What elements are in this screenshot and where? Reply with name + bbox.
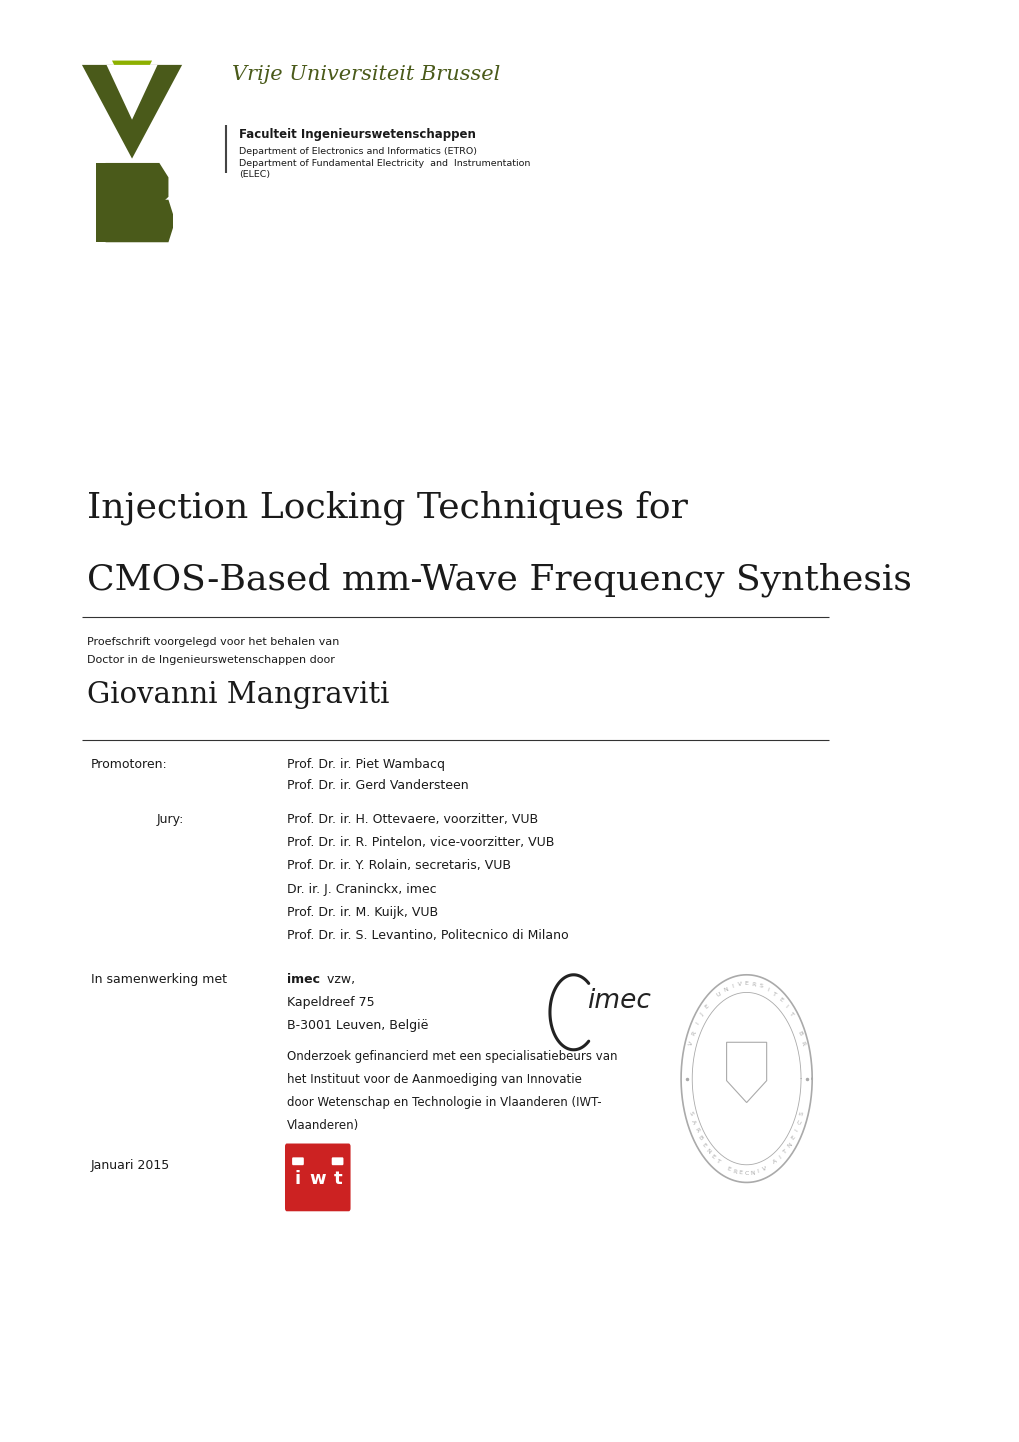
Text: i: i [294,1169,301,1188]
Text: Prof. Dr. ir. Piet Wambacq: Prof. Dr. ir. Piet Wambacq [286,758,444,771]
Text: Department of Electronics and Informatics (ETRO): Department of Electronics and Informatic… [239,147,477,156]
Text: Prof. Dr. ir. S. Levantino, Politecnico di Milano: Prof. Dr. ir. S. Levantino, Politecnico … [286,929,568,942]
Text: B: B [696,1135,702,1141]
Text: I: I [694,1021,700,1025]
Text: CMOS-Based mm-Wave Frequency Synthesis: CMOS-Based mm-Wave Frequency Synthesis [87,562,911,597]
Text: N: N [721,986,728,994]
Text: R: R [692,1128,699,1133]
Text: J: J [699,1012,704,1017]
Text: R: R [732,1169,737,1175]
Text: Prof. Dr. ir. M. Kuijk, VUB: Prof. Dr. ir. M. Kuijk, VUB [286,906,437,919]
Text: Promotoren:: Promotoren: [91,758,168,771]
Text: E: E [709,1154,715,1161]
Text: E: E [776,996,783,1004]
Text: I: I [777,1155,782,1159]
Text: Proefschrift voorgelegd voor het behalen van: Proefschrift voorgelegd voor het behalen… [87,637,338,647]
Text: Prof. Dr. ir. Gerd Vandersteen: Prof. Dr. ir. Gerd Vandersteen [286,779,468,792]
Text: Faculteit Ingenieurswetenschappen: Faculteit Ingenieurswetenschappen [239,128,476,141]
Text: Injection Locking Techniques for: Injection Locking Techniques for [87,490,687,525]
Text: T: T [714,1159,720,1165]
Polygon shape [82,65,182,159]
Text: A: A [690,1119,696,1125]
Text: E: E [726,1167,731,1172]
Text: S: S [687,1110,693,1116]
Polygon shape [112,61,152,101]
Text: Vlaanderen): Vlaanderen) [286,1119,359,1132]
Text: R: R [799,1041,805,1047]
Text: I: I [783,1005,788,1009]
Text: T: T [782,1148,788,1155]
Text: imec: imec [587,988,650,1014]
Text: A: A [771,1159,777,1165]
Text: N: N [704,1148,711,1155]
Text: I: I [794,1128,799,1132]
Text: Department of Fundamental Electricity  and  Instrumentation: Department of Fundamental Electricity an… [239,159,530,167]
Text: imec: imec [286,973,320,986]
Text: E: E [738,1171,742,1175]
Text: Prof. Dr. ir. Y. Rolain, secretaris, VUB: Prof. Dr. ir. Y. Rolain, secretaris, VUB [286,859,511,872]
Text: T: T [788,1012,794,1018]
Text: E: E [790,1135,796,1141]
Text: B-3001 Leuven, België: B-3001 Leuven, België [286,1019,428,1032]
Text: E: E [744,981,748,986]
FancyBboxPatch shape [331,1158,343,1165]
Text: I: I [756,1169,759,1174]
Text: w: w [309,1169,326,1188]
Text: vzw,: vzw, [323,973,355,986]
Text: V: V [761,1167,766,1172]
Text: V: V [687,1041,693,1047]
Text: C: C [744,1171,748,1177]
Text: Doctor in de Ingenieurswetenschappen door: Doctor in de Ingenieurswetenschappen doo… [87,655,334,665]
Text: S: S [757,983,762,989]
Text: V: V [737,982,741,986]
Text: C: C [796,1119,802,1125]
Text: N: N [749,1171,754,1175]
Text: Kapeldreef 75: Kapeldreef 75 [286,996,374,1009]
Polygon shape [106,65,157,120]
Text: t: t [333,1169,341,1188]
Text: I: I [765,986,768,992]
Text: door Wetenschap en Technologie in Vlaanderen (IWT-: door Wetenschap en Technologie in Vlaand… [286,1096,601,1109]
Text: N: N [786,1142,792,1148]
Polygon shape [106,200,173,242]
Text: U: U [715,991,721,998]
Text: Januari 2015: Januari 2015 [91,1159,170,1172]
Text: Onderzoek gefinancierd met een specialisatiebeurs van: Onderzoek gefinancierd met een specialis… [286,1050,616,1063]
Text: Giovanni Mangraviti: Giovanni Mangraviti [87,681,388,708]
Text: I: I [731,983,734,989]
Polygon shape [96,163,107,242]
Text: Dr. ir. J. Craninckx, imec: Dr. ir. J. Craninckx, imec [286,883,436,895]
Text: In samenwerking met: In samenwerking met [91,973,227,986]
Text: Vrije Universiteit Brussel: Vrije Universiteit Brussel [232,65,500,84]
Text: Prof. Dr. ir. H. Ottevaere, voorzitter, VUB: Prof. Dr. ir. H. Ottevaere, voorzitter, … [286,813,537,826]
Text: E: E [703,1004,709,1009]
Text: (ELEC): (ELEC) [239,170,270,179]
Text: R: R [690,1031,696,1037]
Text: B: B [796,1031,802,1037]
Text: E: E [700,1142,706,1148]
Text: het Instituut voor de Aanmoediging van Innovatie: het Instituut voor de Aanmoediging van I… [286,1073,581,1086]
FancyBboxPatch shape [291,1158,304,1165]
FancyBboxPatch shape [284,1144,351,1211]
Text: S: S [799,1110,805,1116]
Text: T: T [770,991,776,998]
Text: R: R [751,982,755,986]
Polygon shape [106,163,168,206]
Text: Jury:: Jury: [157,813,183,826]
Text: Prof. Dr. ir. R. Pintelon, vice-voorzitter, VUB: Prof. Dr. ir. R. Pintelon, vice-voorzitt… [286,836,553,849]
